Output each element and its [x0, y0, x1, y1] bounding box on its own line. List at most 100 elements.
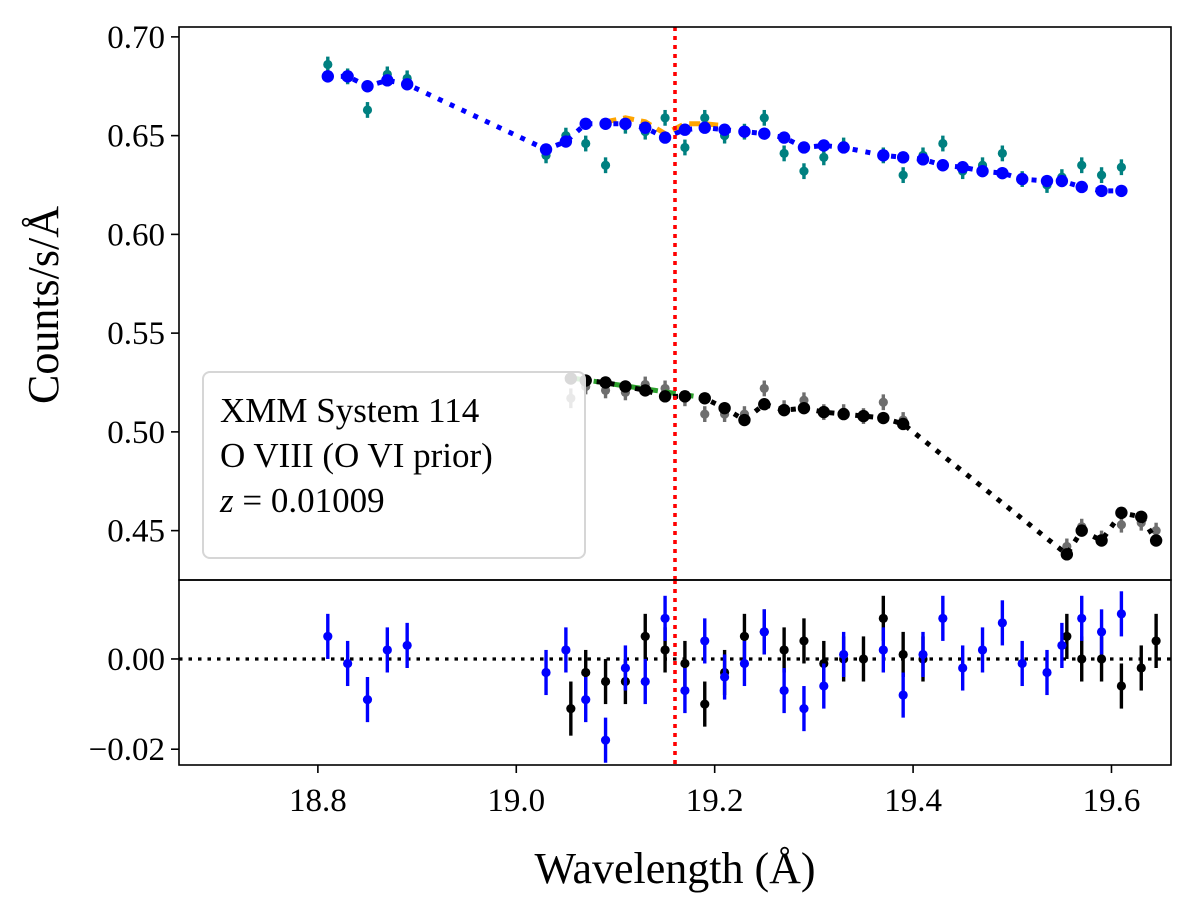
data-point-upper-residuals — [878, 645, 888, 655]
data-point-lower-data — [1116, 520, 1126, 530]
series-upper-residuals — [323, 591, 1126, 763]
data-point-upper-data — [1096, 170, 1107, 180]
data-point-upper-data — [581, 138, 591, 149]
top-ytick-label: 0.70 — [107, 20, 165, 56]
xtick-label: 19.2 — [686, 783, 744, 819]
data-point-lower-residuals — [799, 636, 809, 646]
data-point-upper-residuals — [640, 676, 650, 687]
xtick-label: 18.8 — [289, 783, 347, 819]
xtick-label: 19.6 — [1083, 783, 1141, 819]
data-point-upper-residuals — [561, 645, 571, 655]
redshift-value: = 0.01009 — [234, 481, 385, 520]
data-point-lower-residuals — [1077, 654, 1087, 664]
data-point-upper-data — [1077, 160, 1087, 170]
data-point-lower-residuals — [1136, 663, 1146, 673]
data-point-lower-data — [700, 409, 710, 419]
data-point-upper-residuals — [323, 631, 333, 642]
data-point-upper-data — [1116, 162, 1126, 172]
data-point-lower-residuals — [1062, 631, 1072, 642]
data-point-upper-residuals — [977, 645, 988, 655]
model-point-upper-model — [678, 123, 692, 136]
model-point-upper-model — [758, 127, 771, 140]
model-point-lower-model — [1060, 548, 1074, 561]
data-point-upper-data — [938, 138, 948, 149]
data-point-lower-residuals — [680, 658, 690, 669]
residual-y-ticks: −0.02 0.00 — [89, 642, 179, 768]
model-point-lower-model — [698, 392, 711, 405]
data-point-lower-residuals — [1116, 681, 1126, 691]
data-point-upper-data — [362, 105, 373, 115]
model-point-upper-model — [599, 117, 612, 130]
model-point-upper-model — [956, 161, 969, 174]
top-plot-area — [321, 27, 1163, 580]
legend-line-redshift: z = 0.01009 — [219, 481, 385, 520]
data-point-upper-residuals — [343, 658, 353, 669]
data-point-upper-residuals — [382, 645, 392, 655]
data-point-upper-data — [799, 166, 809, 176]
model-point-upper-model — [381, 74, 394, 87]
data-point-upper-residuals — [819, 681, 829, 691]
model-point-upper-model — [658, 131, 672, 144]
data-point-lower-residuals — [581, 667, 591, 678]
model-point-lower-model — [718, 401, 731, 415]
data-point-lower-residuals — [566, 703, 576, 714]
data-point-upper-residuals — [1017, 658, 1027, 669]
data-point-lower-data — [878, 397, 888, 407]
top-y-ticks: 0.45 0.50 0.55 0.60 0.65 0.70 — [107, 20, 179, 550]
data-point-upper-data — [759, 113, 769, 123]
model-point-lower-model — [817, 405, 830, 419]
data-point-upper-data — [898, 170, 908, 180]
system-legend-box: XMM System 114 O VIII (O VI prior) z = 0… — [202, 371, 586, 559]
model-point-lower-model — [1115, 506, 1128, 520]
data-point-lower-residuals — [640, 631, 650, 642]
data-point-upper-residuals — [720, 672, 730, 682]
data-point-upper-residuals — [362, 694, 373, 705]
data-point-upper-residuals — [938, 613, 948, 623]
xtick-label: 19.0 — [487, 783, 545, 819]
data-point-lower-data — [759, 383, 769, 394]
data-point-upper-residuals — [799, 703, 809, 714]
model-point-upper-model — [1095, 184, 1108, 198]
model-point-upper-model — [1075, 180, 1088, 194]
model-point-upper-model — [361, 80, 374, 93]
model-point-lower-model — [599, 376, 612, 389]
model-point-upper-model — [837, 141, 850, 154]
data-point-upper-residuals — [700, 636, 710, 646]
residual-ytick-label: 0.00 — [107, 642, 165, 678]
data-point-upper-residuals — [997, 618, 1007, 628]
data-point-upper-residuals — [1116, 609, 1126, 619]
model-point-upper-model — [321, 70, 334, 83]
model-point-upper-model — [539, 143, 553, 156]
model-point-upper-model — [341, 70, 354, 83]
residual-plot-area — [179, 580, 1171, 765]
model-point-upper-model — [1055, 174, 1069, 188]
data-point-lower-residuals — [878, 613, 888, 623]
y-axis-label: Counts/s/Å — [19, 206, 68, 404]
top-ytick-label: 0.60 — [107, 217, 165, 253]
model-point-upper-model — [559, 135, 573, 148]
data-point-upper-residuals — [839, 649, 849, 660]
model-point-upper-model — [639, 121, 652, 134]
data-point-lower-data — [1151, 526, 1161, 536]
legend-line-system: XMM System 114 — [220, 391, 479, 430]
data-point-upper-residuals — [581, 694, 591, 705]
data-point-upper-residuals — [541, 667, 551, 678]
data-point-upper-residuals — [1077, 613, 1087, 623]
model-point-lower-model — [837, 407, 850, 421]
top-marks — [321, 56, 1163, 561]
data-point-lower-residuals — [1096, 654, 1107, 664]
data-point-lower-residuals — [660, 645, 670, 655]
data-point-upper-residuals — [680, 685, 690, 696]
model-point-upper-model — [896, 151, 910, 164]
bottom-panel: −0.02 0.00 18.8 19.0 19.2 19.4 19.6 Wavelengt… — [89, 579, 1172, 893]
model-point-lower-model — [758, 398, 771, 411]
data-point-upper-data — [660, 113, 670, 123]
data-point-upper-residuals — [759, 627, 769, 637]
data-point-upper-residuals — [739, 658, 750, 669]
x-ticks: 18.8 19.0 19.2 19.4 19.6 — [289, 765, 1140, 819]
model-point-lower-model — [777, 403, 791, 417]
model-point-lower-model — [639, 384, 652, 397]
data-point-upper-data — [323, 59, 333, 70]
data-point-lower-residuals — [779, 645, 789, 655]
